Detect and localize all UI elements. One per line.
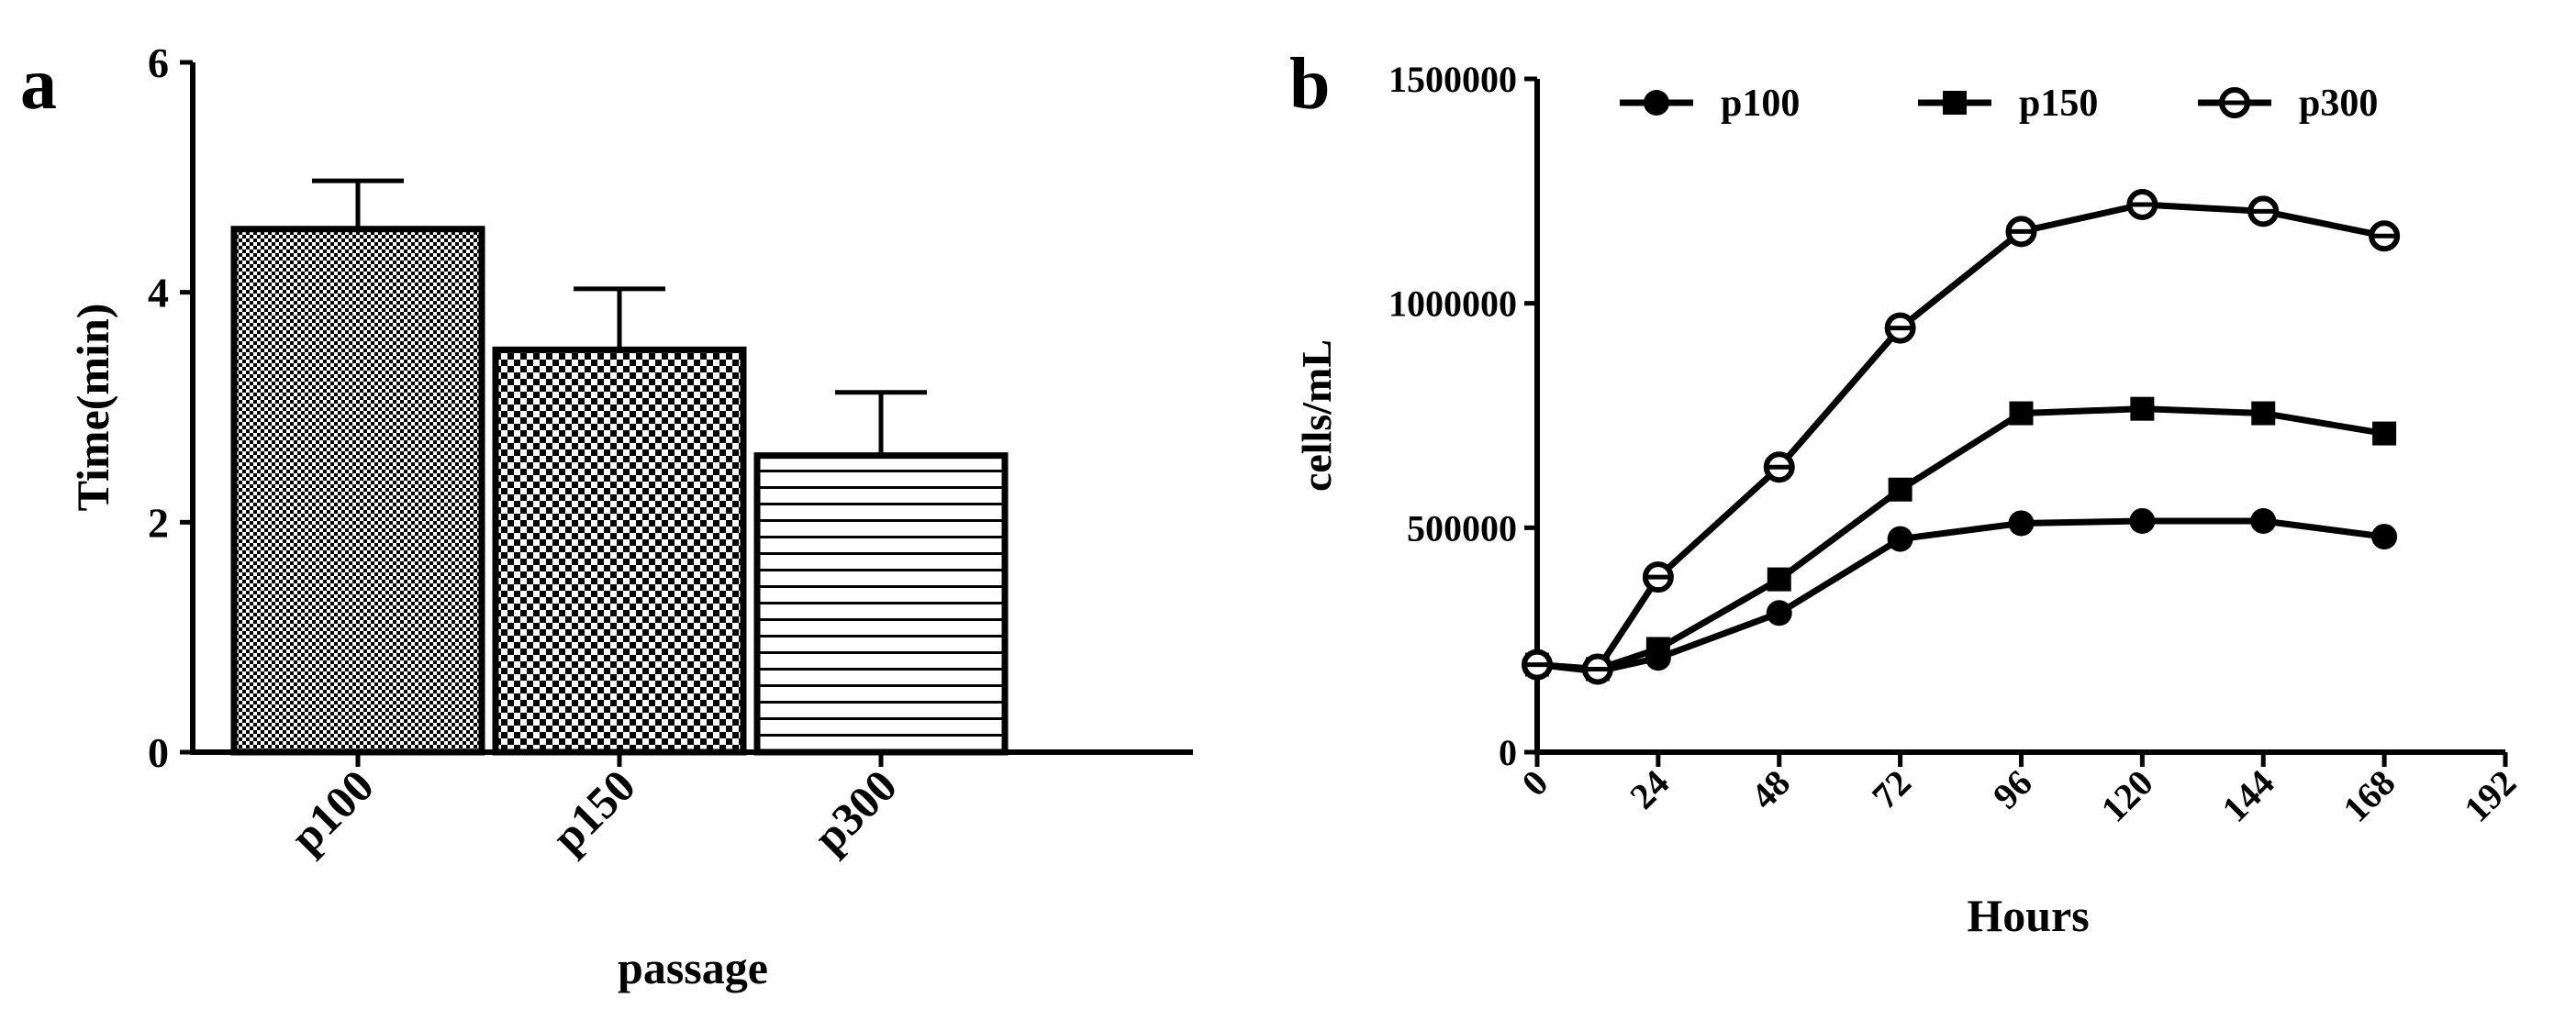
- panel-a-x-axis-label: passage: [618, 942, 768, 993]
- series-line-p300: [1536, 201, 2385, 672]
- panel-b-y-axis-label: cells/mL: [1293, 339, 1340, 492]
- panel-a-x-tick-labels: p100 p150 p300: [280, 760, 906, 862]
- y-tick-label: 0: [148, 729, 169, 776]
- point-p150: [1888, 477, 1912, 502]
- panel-a-y-ticks: 0 2 4 6: [148, 39, 193, 776]
- panel-b-axis-ticks: 0 500000 1000000 1500000 0 24 48 72 96 120 144 168 1…: [1388, 59, 2524, 830]
- panel-a-letter: a: [20, 44, 57, 125]
- x-tick-label: 120: [2092, 762, 2160, 830]
- point-p100: [1887, 526, 1913, 552]
- legend-marker-p150: [1943, 91, 1967, 115]
- y-tick-label: 1000000: [1388, 283, 1517, 325]
- point-p150: [1645, 637, 1670, 661]
- y-tick-label: 2: [148, 499, 169, 546]
- bar-p300: [753, 452, 1009, 756]
- x-tick-label: 192: [2456, 762, 2524, 830]
- point-p100: [2250, 507, 2277, 534]
- y-tick-label: 0: [1499, 732, 1517, 773]
- y-tick-label: 4: [148, 270, 169, 316]
- x-tick-label: 72: [1864, 762, 1919, 817]
- legend-label-p300: p300: [2299, 83, 2378, 125]
- point-p150: [1767, 567, 1791, 592]
- panel-b-axes: [1534, 79, 2505, 755]
- x-tick-label-p150: p150: [541, 760, 644, 862]
- y-tick-label: 500000: [1407, 507, 1517, 549]
- bar-p100: [230, 226, 485, 756]
- point-p100: [2129, 507, 2156, 534]
- legend-label-p150: p150: [2019, 83, 2098, 125]
- panel-a-y-axis-label: Time(min): [67, 304, 118, 512]
- panel-b-series: [1522, 189, 2401, 685]
- x-tick-label: 24: [1622, 762, 1677, 817]
- point-p150: [2009, 401, 2034, 426]
- series-p150: [1525, 396, 2397, 682]
- bar-p150: [492, 346, 747, 756]
- panel-b-letter: b: [1289, 44, 1331, 125]
- x-tick-label-p300: p300: [803, 760, 906, 862]
- x-tick-label: 0: [1513, 762, 1556, 804]
- x-tick-label: 144: [2214, 762, 2281, 830]
- panel-b-legend: p100 p150 p300: [1620, 83, 2378, 125]
- legend-label-p100: p100: [1721, 83, 1800, 125]
- series-line-p150: [1536, 405, 2385, 672]
- x-tick-label-p100: p100: [280, 760, 383, 862]
- point-p100: [2371, 524, 2398, 550]
- point-p100: [1766, 600, 1792, 626]
- point-p100: [2008, 510, 2035, 537]
- panel-a-bar-chart: a 0 2 4 6 p100 p150 p300 Time(min) passage: [20, 39, 1193, 993]
- panel-a-axes: [190, 62, 1193, 767]
- legend-marker-p100: [1644, 90, 1669, 116]
- x-tick-label: 96: [1985, 762, 2040, 817]
- y-tick-label: 1500000: [1388, 59, 1517, 100]
- point-p150: [2251, 401, 2276, 426]
- series-p300: [1522, 189, 2401, 685]
- point-p150: [2130, 396, 2155, 421]
- panel-b-line-chart: b 0 500000 1000000 1500000 0 24 48 72 96 120 144 16…: [1289, 44, 2524, 941]
- point-p150: [2372, 421, 2397, 446]
- x-tick-label: 48: [1743, 762, 1798, 817]
- panel-a-error-bars: [312, 178, 927, 456]
- panel-b-x-axis-label: Hours: [1967, 890, 2089, 941]
- y-tick-label: 6: [148, 39, 169, 86]
- x-tick-label: 168: [2335, 762, 2403, 830]
